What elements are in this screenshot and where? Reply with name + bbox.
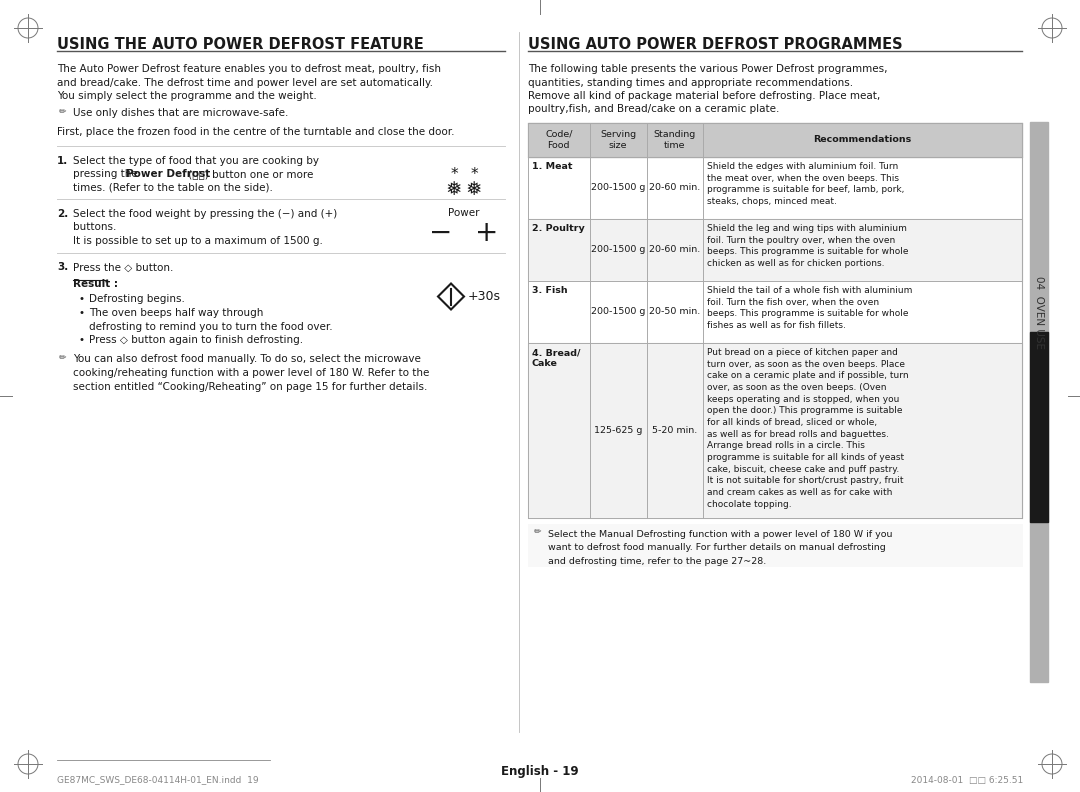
Text: times. (Refer to the table on the side).: times. (Refer to the table on the side). (73, 182, 273, 192)
Text: English - 19: English - 19 (501, 766, 579, 779)
Bar (528, 281, 1022, 343)
Text: and defrosting time, refer to the page 27~28.: and defrosting time, refer to the page 2… (548, 557, 766, 566)
Bar (57, 352, 68, 364)
Text: USING THE AUTO POWER DEFROST FEATURE: USING THE AUTO POWER DEFROST FEATURE (57, 37, 423, 52)
Text: Shield the leg and wing tips with aluminium
foil. Turn the poultry over, when th: Shield the leg and wing tips with alumin… (707, 224, 909, 268)
Text: Defrosting begins.: Defrosting begins. (89, 295, 185, 304)
Text: ✏: ✏ (58, 353, 66, 363)
Text: •: • (79, 335, 85, 345)
Text: +: + (475, 219, 499, 247)
Text: cooking/reheating function with a power level of 180 W. Refer to the: cooking/reheating function with a power … (73, 368, 430, 378)
Text: buttons.: buttons. (73, 223, 117, 233)
Text: •: • (79, 295, 85, 304)
Text: Power Defrost: Power Defrost (125, 169, 210, 179)
Text: Power: Power (448, 208, 480, 219)
Text: Use only dishes that are microwave-safe.: Use only dishes that are microwave-safe. (73, 109, 288, 119)
Text: Remove all kind of package material before defrosting. Place meat,: Remove all kind of package material befo… (528, 91, 880, 101)
Text: +30s: +30s (468, 290, 501, 303)
Text: 2014-08-01  □□ 6:25.51: 2014-08-01 □□ 6:25.51 (910, 775, 1023, 785)
Bar (532, 526, 543, 537)
Text: defrosting to remind you to turn the food over.: defrosting to remind you to turn the foo… (89, 322, 333, 332)
Bar (57, 106, 68, 117)
Text: You can also defrost food manually. To do so, select the microwave: You can also defrost food manually. To d… (73, 355, 421, 364)
Text: The Auto Power Defrost feature enables you to defrost meat, poultry, fish: The Auto Power Defrost feature enables y… (57, 64, 441, 74)
Text: ❅: ❅ (465, 180, 482, 199)
Text: Put bread on a piece of kitchen paper and
turn over, as soon as the oven beeps. : Put bread on a piece of kitchen paper an… (707, 348, 909, 508)
Bar (1030, 332, 1048, 522)
Text: 4. Bread/
Cake: 4. Bread/ Cake (532, 348, 581, 368)
Text: 3. Fish: 3. Fish (532, 286, 568, 295)
Text: 20-60 min.: 20-60 min. (649, 184, 701, 192)
Text: GE87MC_SWS_DE68-04114H-01_EN.indd  19: GE87MC_SWS_DE68-04114H-01_EN.indd 19 (57, 775, 258, 785)
Text: The oven beeps half way through: The oven beeps half way through (89, 308, 264, 318)
Text: Standing
time: Standing time (653, 130, 697, 150)
Text: Serving
size: Serving size (600, 130, 636, 150)
Text: quantities, standing times and appropriate recommendations.: quantities, standing times and appropria… (528, 78, 853, 87)
Text: 04  OVEN USE: 04 OVEN USE (1034, 276, 1044, 348)
Text: You simply select the programme and the weight.: You simply select the programme and the … (57, 91, 316, 101)
Text: poultry,fish, and Bread/cake on a ceramic plate.: poultry,fish, and Bread/cake on a cerami… (528, 105, 780, 115)
Bar (423, 262, 505, 330)
Text: Shield the tail of a whole fish with aluminium
foil. Turn the fish over, when th: Shield the tail of a whole fish with alu… (707, 286, 913, 330)
Text: 2.: 2. (57, 209, 68, 219)
Text: 20-50 min.: 20-50 min. (649, 307, 701, 317)
Text: Select the food weight by pressing the (−) and (+): Select the food weight by pressing the (… (73, 209, 337, 219)
Text: pressing the: pressing the (73, 169, 141, 179)
Text: 3.: 3. (57, 262, 68, 272)
Bar (528, 219, 1022, 281)
Bar (528, 524, 1022, 566)
Text: 125-625 g: 125-625 g (594, 426, 643, 435)
Text: Select the Manual Defrosting function with a power level of 180 W if you: Select the Manual Defrosting function wi… (548, 530, 892, 539)
Bar (423, 209, 505, 257)
Text: ✏: ✏ (534, 527, 541, 536)
Text: Code/
Food: Code/ Food (545, 130, 572, 150)
Text: First, place the frozen food in the centre of the turntable and close the door.: First, place the frozen food in the cent… (57, 127, 455, 137)
Bar (528, 123, 1022, 157)
Text: The following table presents the various Power Defrost programmes,: The following table presents the various… (528, 64, 888, 74)
Text: Recommendations: Recommendations (813, 135, 912, 144)
Text: ❅: ❅ (446, 180, 462, 199)
Text: and bread/cake. The defrost time and power level are set automatically.: and bread/cake. The defrost time and pow… (57, 78, 433, 87)
Text: Result :: Result : (73, 279, 118, 289)
Text: ✏: ✏ (58, 108, 66, 116)
Text: 1. Meat: 1. Meat (532, 162, 572, 171)
Text: 200-1500 g: 200-1500 g (591, 246, 646, 254)
Bar (423, 155, 505, 223)
Text: USING AUTO POWER DEFROST PROGRAMMES: USING AUTO POWER DEFROST PROGRAMMES (528, 37, 903, 52)
Bar (1030, 122, 1048, 682)
Text: section entitled “Cooking/Reheating” on page 15 for further details.: section entitled “Cooking/Reheating” on … (73, 382, 428, 391)
Text: 200-1500 g: 200-1500 g (591, 184, 646, 192)
Text: want to defrost food manually. For further details on manual defrosting: want to defrost food manually. For furth… (548, 543, 886, 553)
Text: *: * (450, 167, 458, 182)
Bar (528, 157, 1022, 219)
Text: It is possible to set up to a maximum of 1500 g.: It is possible to set up to a maximum of… (73, 236, 323, 246)
Text: Press ◇ button again to finish defrosting.: Press ◇ button again to finish defrostin… (89, 335, 303, 345)
Text: Press the ◇ button.: Press the ◇ button. (73, 262, 174, 272)
Text: 1.: 1. (57, 155, 68, 166)
Text: *: * (470, 167, 477, 182)
Text: −: − (430, 219, 453, 247)
Text: (裸裸) button one or more: (裸裸) button one or more (185, 169, 313, 179)
Text: 20-60 min.: 20-60 min. (649, 246, 701, 254)
Text: 2. Poultry: 2. Poultry (532, 224, 584, 233)
Text: 200-1500 g: 200-1500 g (591, 307, 646, 317)
Text: •: • (79, 308, 85, 318)
Text: Select the type of food that you are cooking by: Select the type of food that you are coo… (73, 155, 319, 166)
Text: 5-20 min.: 5-20 min. (652, 426, 698, 435)
Bar (528, 343, 1022, 518)
Text: Shield the edges with aluminium foil. Turn
the meat over, when the oven beeps. T: Shield the edges with aluminium foil. Tu… (707, 162, 905, 206)
